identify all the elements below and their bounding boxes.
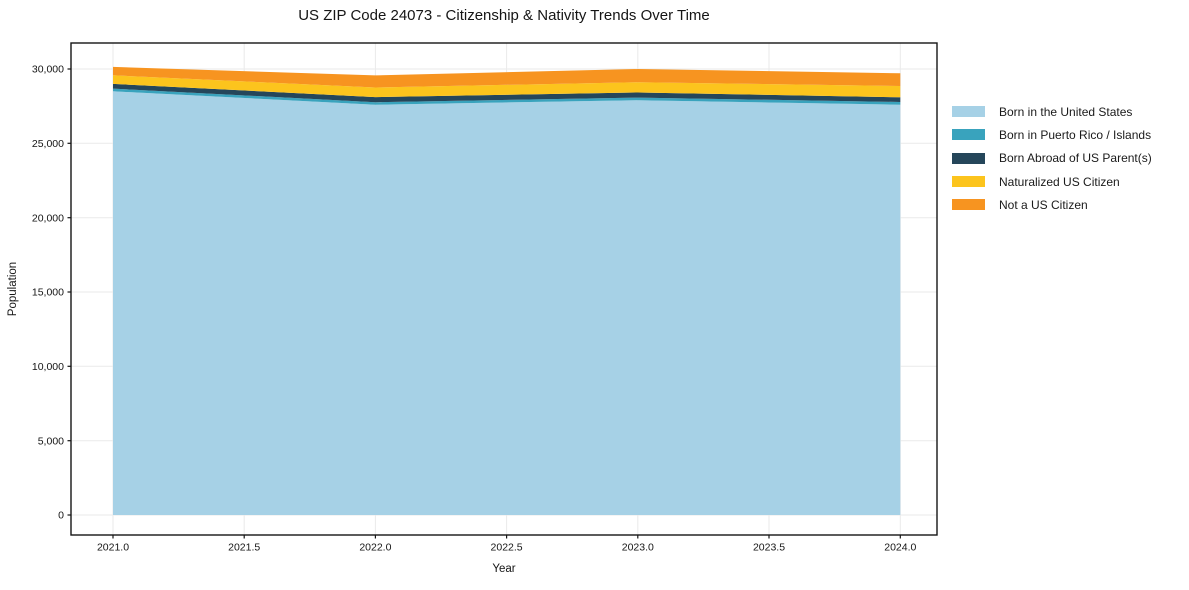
x-tick-label: 2021.5 [228, 542, 260, 554]
y-axis-label: Population [7, 261, 19, 317]
area-naturalized-us-citizen [113, 75, 901, 98]
x-tick-label: 2023.5 [753, 542, 785, 554]
legend-label: Not a US Citizen [999, 197, 1088, 212]
legend-label: Born Abroad of US Parent(s) [999, 151, 1152, 166]
x-tick-label: 2023.0 [622, 542, 654, 554]
legend-item-born-in-the-united-states: Born in the United States [952, 100, 1152, 123]
x-tick-label: 2021.0 [97, 542, 129, 554]
legend-swatch-icon [952, 176, 985, 188]
y-tick-label: 0 [58, 510, 64, 522]
y-tick-label: 25,000 [32, 138, 64, 150]
area-not-a-us-citizen [113, 66, 901, 88]
legend-item-born-in-puerto-rico-islands: Born in Puerto Rico / Islands [952, 123, 1152, 146]
legend-swatch-icon [952, 199, 985, 211]
legend-label: Naturalized US Citizen [999, 174, 1120, 189]
legend-swatch-icon [952, 152, 985, 164]
y-tick-label: 30,000 [32, 64, 64, 76]
x-tick-label: 2024.0 [884, 542, 916, 554]
legend-item-born-abroad-of-us-parent-s: Born Abroad of US Parent(s) [952, 147, 1152, 170]
area-born-in-puerto-rico-islands [113, 88, 901, 105]
y-tick-label: 20,000 [32, 212, 64, 224]
legend-swatch-icon [952, 106, 985, 118]
area-born-abroad-of-us-parent-s [113, 83, 901, 103]
x-tick-label: 2022.5 [491, 542, 523, 554]
area-born-in-the-united-states [113, 91, 901, 516]
y-tick-label: 5,000 [38, 435, 64, 447]
legend-item-not-a-us-citizen: Not a US Citizen [952, 193, 1152, 216]
y-tick-label: 15,000 [32, 287, 64, 299]
legend-swatch-icon [952, 129, 985, 141]
legend-label: Born in Puerto Rico / Islands [999, 127, 1152, 142]
legend: Born in the United States Born in Puerto … [952, 100, 1152, 216]
y-tick-label: 10,000 [32, 361, 64, 373]
x-tick-label: 2022.0 [359, 542, 391, 554]
legend-item-naturalized-us-citizen: Naturalized US Citizen [952, 170, 1152, 193]
chart-title: US ZIP Code 24073 - Citizenship & Nativi… [298, 7, 710, 24]
legend-label: Born in the United States [999, 104, 1133, 119]
plot-frame [70, 42, 938, 536]
x-axis-label: Year [492, 563, 516, 575]
